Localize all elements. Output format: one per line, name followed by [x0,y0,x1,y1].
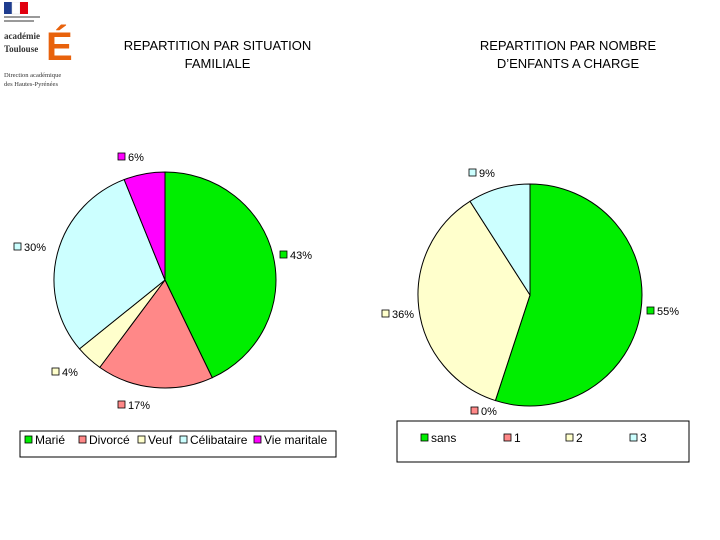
chart-1-data-label-4: 6% [128,152,144,164]
chart-2-data-label-1: 0% [481,406,497,418]
chart-1-data-label-2: 4% [62,367,78,379]
logo-graphic: É académie Toulouse Direction académique… [4,1,73,88]
chart-2-legend-swatch-3 [629,433,638,442]
chart-1-legend-box [19,430,337,458]
chart-1-data-label-0: 43% [290,250,312,262]
chart-2-legend-swatch-1 [503,433,512,442]
chart-1-legend-label-2: Veuf [148,433,173,447]
flag-red [20,2,28,14]
chart-1-legend-swatch-2 [137,435,146,444]
chart-1-data-label-swatch-2 [51,367,60,376]
logo-line-2: Toulouse [4,44,38,54]
chart-2-data-label-2: 36% [392,309,414,321]
chart-2-legend-label-1: 1 [514,431,521,445]
chart-2-legend: sans 1 2 3 [420,431,647,445]
chart-2-data-label-swatch-2 [381,309,390,318]
chart-1-legend-swatch-1 [78,435,87,444]
chart-1-slice-4 [123,171,166,281]
chart-1-legend-label-3: Célibataire [190,433,248,447]
chart-2-legend-swatch-2 [565,433,574,442]
chart-2-slice-3 [469,183,531,297]
logo-line-4: des Hautes-Pyrénées [4,81,58,88]
chart-1-data-label-3: 30% [24,242,46,254]
chart-1-data-label-swatch-0 [279,250,288,259]
chart-1-legend: Marié Divorcé Veuf Célibataire Vie maritale [24,433,327,447]
logo-line-3: Direction académique [4,72,61,79]
chart-2-data-label-0: 55% [657,306,679,318]
chart-2-legend-box [396,420,690,463]
flag-caption-line-2 [4,20,34,22]
chart-2-legend-swatch-0 [420,433,429,442]
chart-1-title-line-2: FAMILIALE [184,56,251,71]
chart-1-legend-swatch-0 [24,435,33,444]
flag-blue [4,2,12,14]
chart-2-data-label-3: 9% [479,168,495,180]
chart-2-title: REPARTITION PAR NOMBRE D’ENFANTS A CHARG… [448,37,688,73]
chart-2-legend-label-2: 2 [576,431,583,445]
chart-2-legend-label-0: sans [431,431,456,445]
logo-letter: É [46,24,73,69]
flag-caption-line [4,16,40,18]
chart-2-title-line-1: REPARTITION PAR NOMBRE [479,38,657,53]
chart-2-title-line-2: D’ENFANTS A CHARGE [496,56,640,71]
chart-1-slice-1 [99,279,213,389]
chart-1-pie: 43% 17% 4% 30% 6% [13,152,312,412]
chart-2-slice-0 [494,183,643,407]
chart-2-pie: 55% 0% 36% 9% [381,168,679,418]
chart-2-data-label-swatch-0 [646,306,655,315]
logo-line-1: académie [4,31,40,41]
chart-1-slice-0 [164,171,277,379]
chart-1-data-label-1: 17% [128,400,150,412]
chart-1-slice-3 [53,178,166,350]
academie-logo: É académie Toulouse Direction académique… [2,1,74,90]
chart-1-legend-label-1: Divorcé [89,433,130,447]
chart-1-title: REPARTITION PAR SITUATION FAMILIALE [105,37,330,73]
chart-1-legend-swatch-4 [253,435,262,444]
chart-1-legend-swatch-3 [179,435,188,444]
chart-2-legend-label-3: 3 [640,431,647,445]
chart-1-title-line-1: REPARTITION PAR SITUATION [123,38,312,53]
chart-2-data-label-swatch-3 [468,168,477,177]
chart-2-data-label-swatch-1 [470,406,479,415]
chart-2-slice-2 [417,200,531,402]
chart-1-data-label-swatch-4 [117,152,126,161]
chart-1-data-label-swatch-1 [117,400,126,409]
chart-1-data-label-swatch-3 [13,242,22,251]
chart-1-legend-label-0: Marié [35,433,65,447]
chart-1-legend-label-4: Vie maritale [264,433,327,447]
